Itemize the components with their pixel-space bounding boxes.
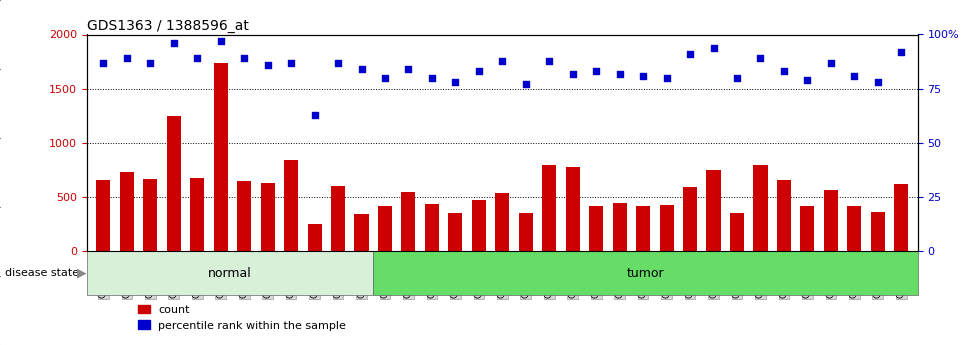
Bar <box>801 206 814 252</box>
Text: normal: normal <box>209 267 252 279</box>
Point <box>870 79 886 85</box>
Bar <box>706 170 721 252</box>
Point <box>166 40 182 46</box>
Bar <box>660 205 673 252</box>
Bar <box>612 203 627 252</box>
Point <box>518 82 533 87</box>
Text: ▶: ▶ <box>77 267 87 279</box>
Point <box>636 73 651 78</box>
Point <box>307 112 323 118</box>
Bar <box>566 167 580 252</box>
Point <box>565 71 581 76</box>
Point <box>96 60 111 66</box>
Bar <box>167 116 181 252</box>
Text: disease state: disease state <box>5 268 79 278</box>
Bar <box>448 214 463 252</box>
Bar <box>636 206 650 252</box>
Point <box>729 75 745 81</box>
Bar <box>870 212 885 252</box>
Bar <box>496 193 509 252</box>
Point <box>659 75 674 81</box>
Bar <box>237 181 251 252</box>
Point <box>846 73 862 78</box>
Point <box>777 69 792 74</box>
Point <box>447 79 463 85</box>
Text: tumor: tumor <box>627 267 665 279</box>
Bar <box>519 214 533 252</box>
Point <box>542 58 557 63</box>
Bar <box>683 187 697 252</box>
Point <box>424 75 440 81</box>
Point <box>119 56 134 61</box>
Point <box>706 45 722 50</box>
Point <box>354 67 369 72</box>
Point <box>401 67 416 72</box>
Legend: count, percentile rank within the sample: count, percentile rank within the sample <box>134 300 351 335</box>
Bar <box>378 206 392 252</box>
Point <box>330 60 346 66</box>
Bar <box>143 179 157 252</box>
Point <box>213 38 228 44</box>
Text: GDS1363 / 1388596_at: GDS1363 / 1388596_at <box>87 19 249 33</box>
Bar <box>284 160 298 252</box>
Point <box>189 56 205 61</box>
Bar <box>730 213 744 252</box>
Bar <box>425 204 439 252</box>
Point <box>378 75 393 81</box>
Point <box>611 71 627 76</box>
Point <box>588 69 604 74</box>
FancyBboxPatch shape <box>87 252 373 295</box>
Point <box>823 60 838 66</box>
Point <box>800 77 815 83</box>
Bar <box>895 184 908 252</box>
Point <box>260 62 275 68</box>
Bar <box>331 186 345 252</box>
Bar <box>542 165 556 252</box>
Point <box>753 56 768 61</box>
Bar <box>120 172 134 252</box>
FancyBboxPatch shape <box>373 252 918 295</box>
Bar <box>824 189 838 252</box>
Bar <box>307 224 322 252</box>
Point <box>495 58 510 63</box>
Point <box>283 60 298 66</box>
Bar <box>847 206 862 252</box>
Bar <box>190 178 204 252</box>
Point <box>471 69 487 74</box>
Bar <box>471 200 486 252</box>
Bar <box>355 214 369 252</box>
Bar <box>753 165 768 252</box>
Point <box>682 51 697 57</box>
Bar <box>97 180 110 252</box>
Bar <box>261 183 274 252</box>
Point <box>143 60 158 66</box>
Bar <box>777 180 791 252</box>
Point <box>237 56 252 61</box>
Bar <box>402 192 415 252</box>
Bar <box>213 63 228 252</box>
Bar <box>589 206 603 252</box>
Point <box>894 49 909 55</box>
